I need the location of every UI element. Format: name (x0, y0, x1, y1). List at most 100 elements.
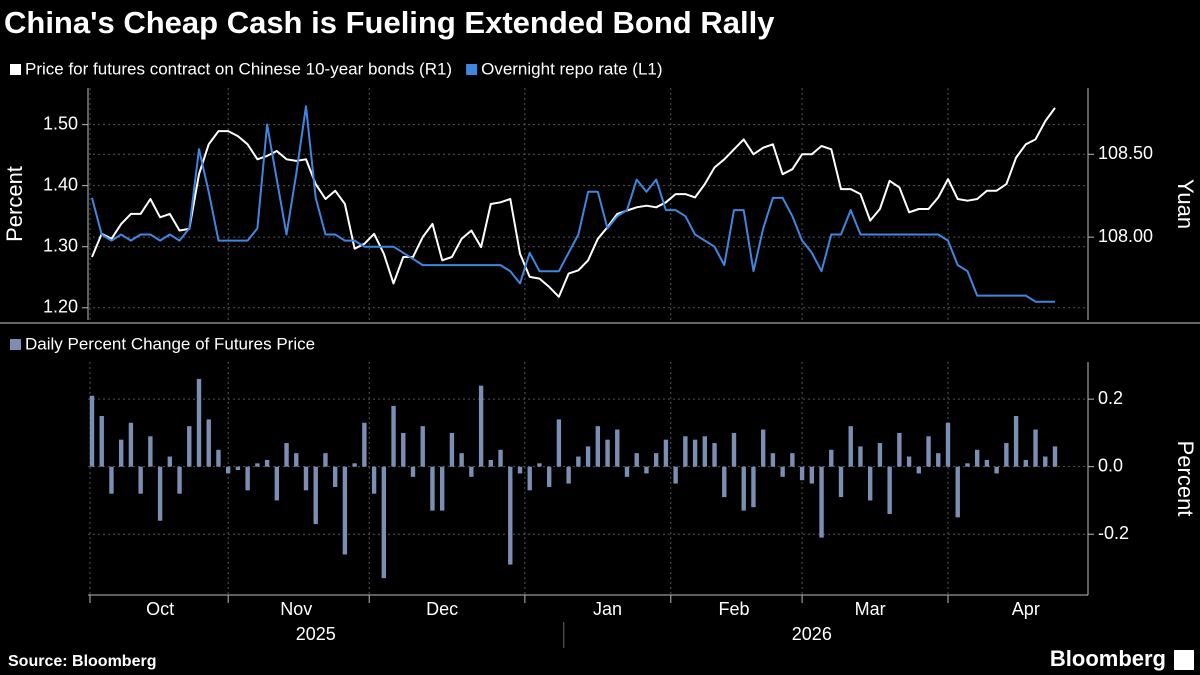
legend-label: Daily Percent Change of Futures Price (25, 334, 315, 353)
bar (673, 466, 678, 484)
bar (225, 466, 231, 474)
bar (585, 446, 591, 467)
bar (517, 466, 523, 474)
x-tick-label: Dec (426, 599, 458, 619)
bar (780, 466, 785, 477)
bar (595, 426, 601, 467)
bar (887, 466, 892, 514)
bar (906, 456, 912, 467)
logo: Bloomberg (1050, 646, 1166, 671)
bar (537, 463, 542, 467)
bar (342, 466, 348, 555)
bar (459, 453, 464, 467)
x-year-label: 2025 (296, 624, 336, 644)
bar (381, 466, 387, 579)
bar (371, 466, 377, 494)
line-series (91, 107, 1056, 298)
x-tick-label: Oct (146, 599, 174, 619)
bar (118, 439, 124, 467)
y-tick-label: 1.20 (43, 297, 78, 317)
bar (994, 466, 999, 474)
bar (799, 466, 805, 481)
bar (469, 466, 474, 477)
bar (264, 459, 270, 467)
x-year-label: 2026 (792, 624, 832, 644)
bar (858, 446, 863, 467)
legend-swatch (10, 64, 21, 75)
bar (702, 436, 708, 467)
bar (731, 432, 737, 467)
y-tick-label: 108.50 (1098, 143, 1153, 163)
bar (1023, 459, 1029, 467)
bar (284, 443, 289, 467)
bar (819, 466, 824, 538)
bar (790, 453, 795, 467)
y-tick-label: 1.50 (43, 113, 78, 133)
x-tick-label: Nov (280, 599, 312, 619)
bar (303, 466, 309, 491)
source: Source: Bloomberg (8, 653, 156, 670)
bar (634, 453, 639, 467)
bar (401, 432, 406, 467)
bar (352, 463, 357, 467)
bar (274, 466, 280, 501)
bar (362, 422, 367, 467)
bar (809, 466, 815, 484)
bar (965, 463, 970, 467)
bar (206, 419, 211, 467)
legend-label: Price for futures contract on Chinese 10… (25, 59, 452, 78)
bar (1004, 443, 1009, 467)
bar (848, 426, 853, 467)
bar (897, 432, 902, 467)
x-tick-label: Feb (718, 599, 749, 619)
bar (945, 422, 951, 467)
bar (439, 466, 445, 511)
y-axis-title: Percent (2, 166, 27, 242)
bar (478, 385, 484, 467)
bar (157, 466, 163, 521)
bar (332, 466, 338, 487)
bar (167, 456, 173, 467)
bar (877, 443, 883, 467)
bar (216, 449, 221, 467)
bar (936, 453, 941, 467)
bar (420, 426, 425, 467)
bar (196, 378, 202, 467)
x-tick-label: Jan (593, 599, 622, 619)
bar (430, 466, 435, 511)
bar (615, 429, 620, 467)
bar (148, 436, 153, 467)
y-tick-label: 0.0 (1098, 455, 1123, 475)
bar (653, 453, 659, 467)
bar (245, 466, 250, 491)
bar (313, 466, 318, 525)
bar (566, 466, 571, 484)
line-series (91, 105, 1055, 303)
legend-swatch (466, 64, 478, 75)
bar (294, 453, 299, 467)
bar (323, 453, 328, 467)
bar (576, 456, 581, 467)
y-axis-title: Percent (1173, 441, 1198, 517)
bar (829, 449, 834, 467)
bar (926, 436, 931, 467)
x-tick-label: Mar (855, 599, 886, 619)
bar (916, 466, 922, 474)
bar (751, 466, 756, 508)
bar (235, 466, 241, 471)
bar (644, 466, 649, 474)
bar (109, 466, 114, 494)
bar (138, 466, 143, 494)
bar (89, 395, 95, 467)
legend-label: Overnight repo rate (L1) (481, 59, 662, 78)
y2-axis-title: Yuan (1173, 179, 1198, 229)
bar (255, 463, 260, 467)
bar (508, 466, 513, 565)
bar (955, 466, 960, 518)
bar (527, 466, 532, 491)
bar (1043, 456, 1048, 467)
x-tick-label: Apr (1012, 599, 1040, 619)
bar (712, 443, 717, 467)
bar (187, 426, 192, 467)
